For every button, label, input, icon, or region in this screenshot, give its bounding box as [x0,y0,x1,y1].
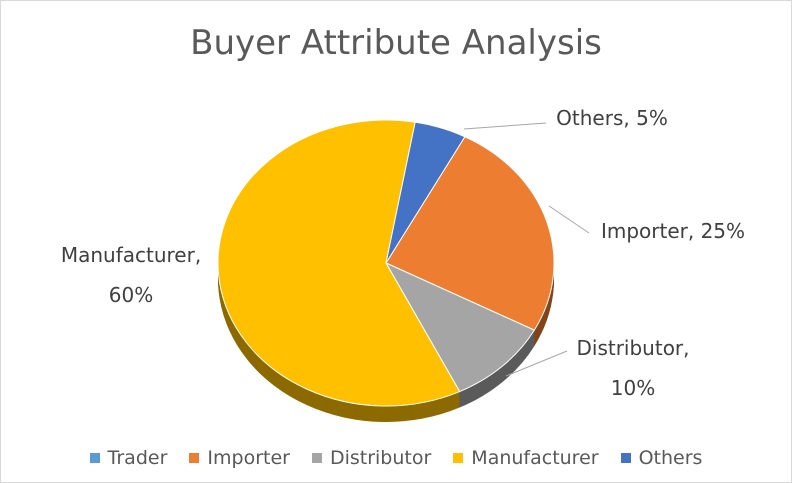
data-label: Manufacturer, 60% [60,243,202,307]
legend-item: Others [620,447,703,469]
legend: Trader Importer Distributor Manufacturer Oth… [1,447,791,469]
legend-label: Others [638,447,703,469]
data-label: Others, 5% [556,106,668,130]
leader-line [463,122,547,130]
leader-line [505,350,568,377]
slice [385,121,466,264]
slice [384,261,536,393]
legend-label: Distributor [329,447,432,469]
slice [217,119,461,407]
legend-swatch [89,453,100,463]
legend-swatch [189,453,200,463]
chart-title: Buyer Attribute Analysis [190,23,602,63]
legend-label: Trader [107,447,168,469]
legend-swatch [453,453,464,463]
data-label: Distributor, 10% [576,336,690,400]
legend-label: Manufacturer [471,447,599,469]
legend-swatch [311,453,322,463]
leader-line [548,205,590,234]
data-label: Importer, 25% [600,219,746,243]
legend-item: Manufacturer [453,447,599,469]
legend-item: Trader [89,447,168,469]
legend-item: Importer [189,447,290,469]
legend-item: Distributor [311,447,432,469]
legend-swatch [620,453,631,463]
legend-label: Importer [207,447,290,469]
